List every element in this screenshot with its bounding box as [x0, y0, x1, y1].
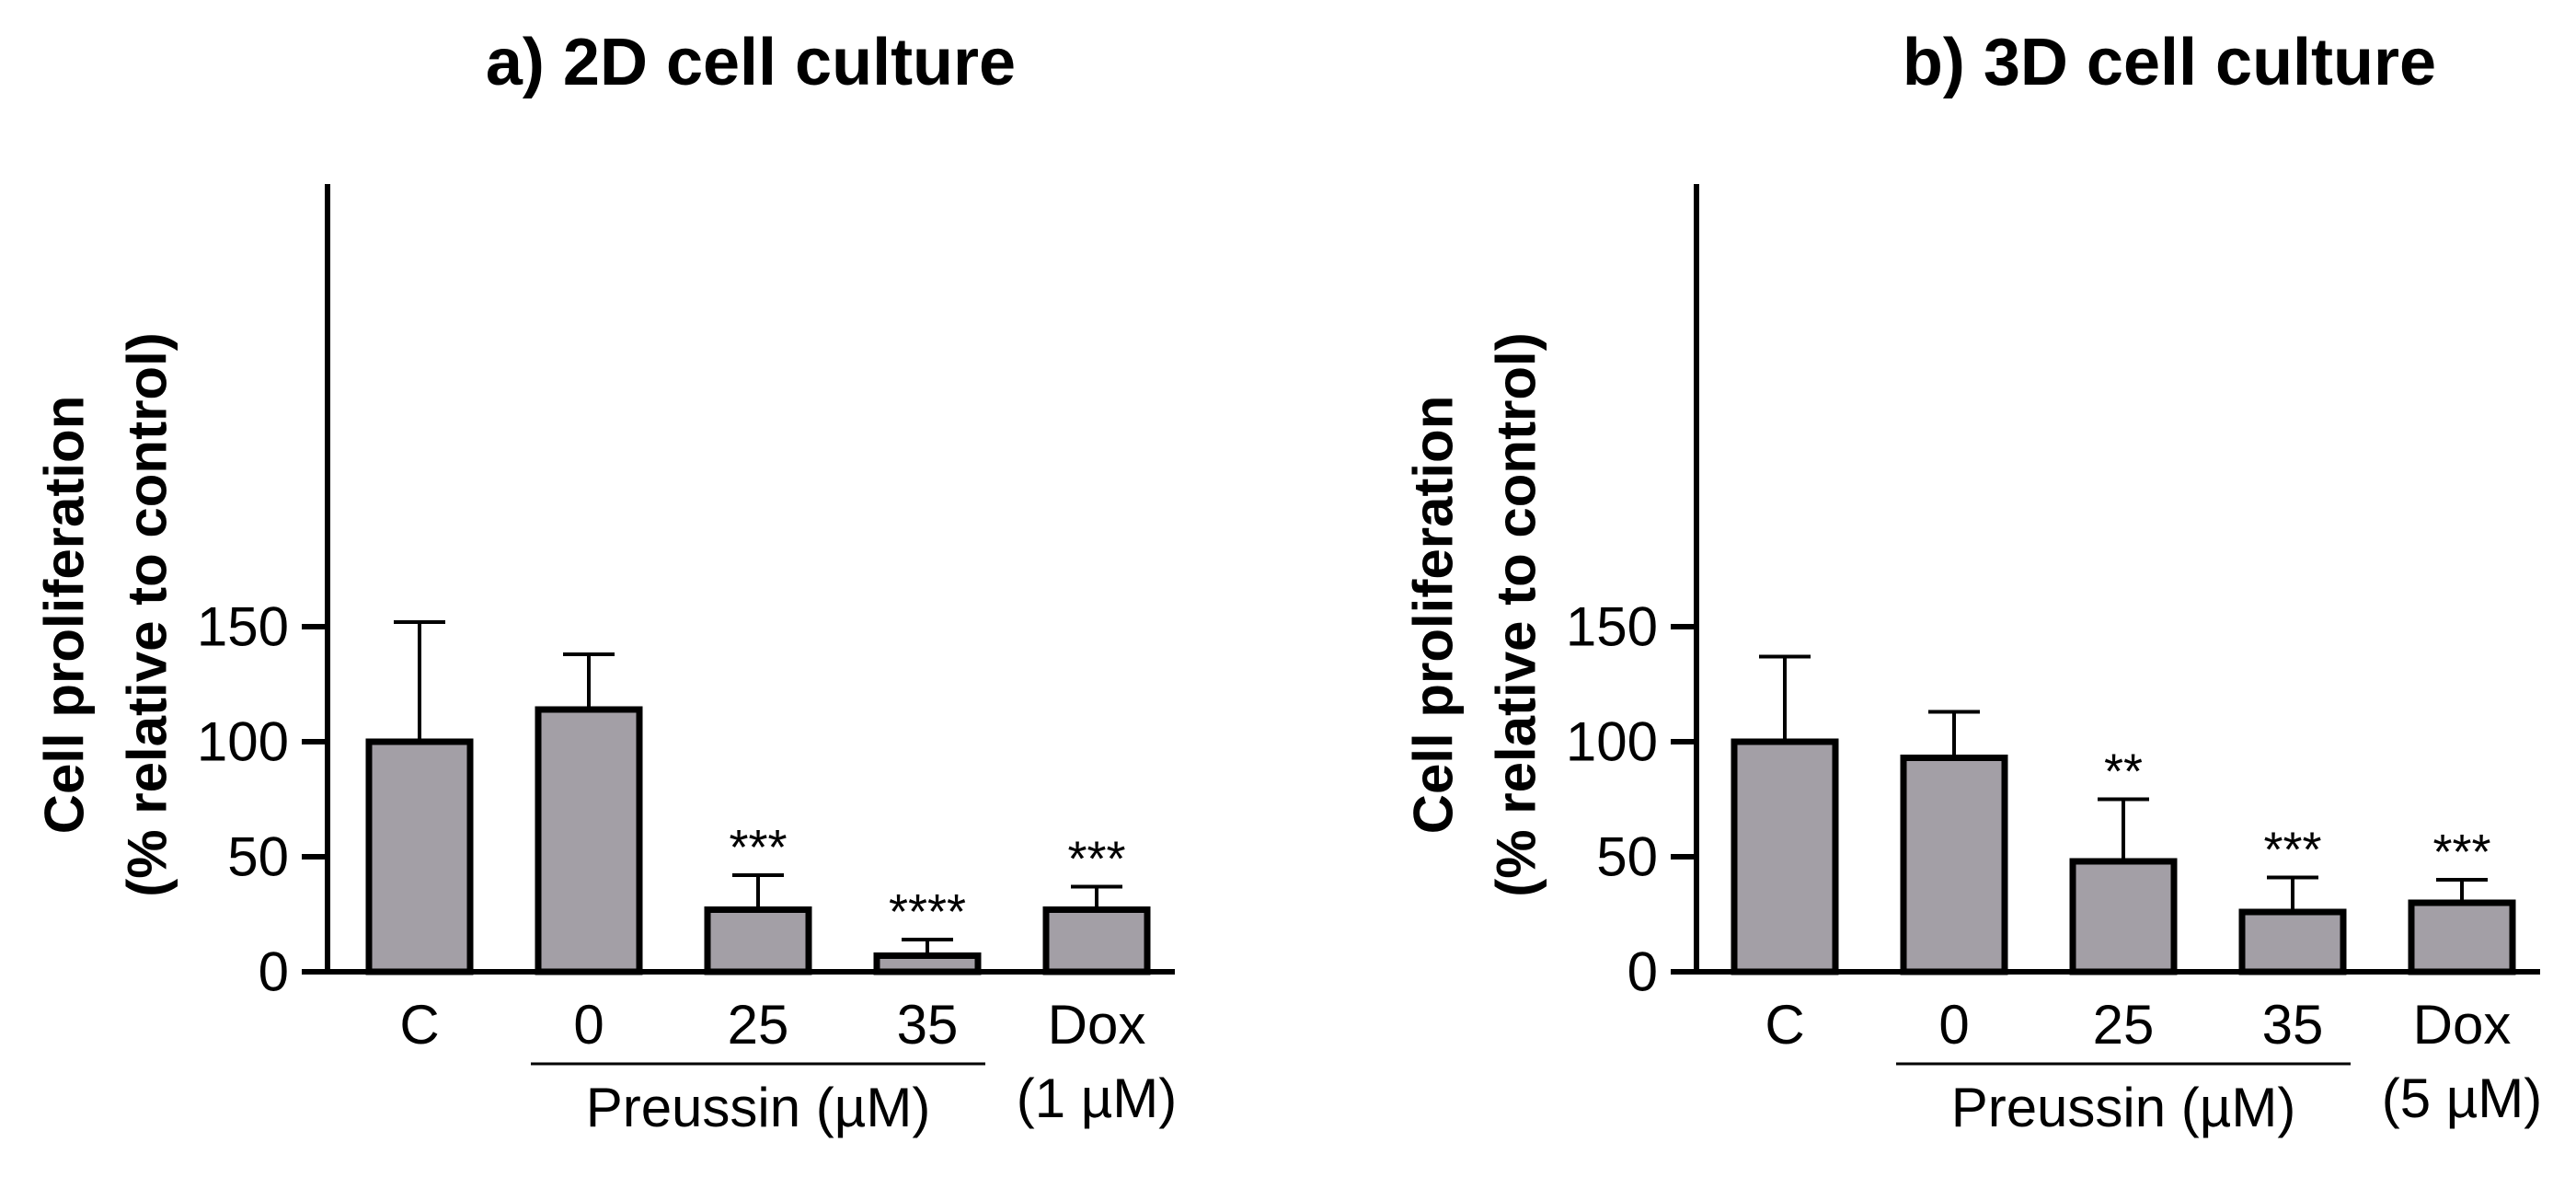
significance-label: ** [2104, 744, 2143, 800]
category-sublabel: (1 µM) [1017, 1067, 1178, 1129]
bar [1042, 906, 1151, 975]
y-tick-label: 100 [197, 711, 289, 773]
category-label: 25 [2093, 994, 2155, 1056]
y-tick-label: 50 [1596, 826, 1658, 888]
y-tick-label: 150 [1566, 596, 1658, 658]
category-label: 0 [573, 994, 604, 1056]
bar [704, 906, 812, 975]
category-label: 35 [2262, 994, 2324, 1056]
bar [365, 738, 474, 975]
y-tick-label: 0 [1627, 941, 1658, 1003]
y-tick-label: 0 [259, 941, 289, 1003]
significance-label: *** [1067, 832, 1125, 887]
panel-title: b) 3D cell culture [1903, 26, 2436, 99]
bar [2069, 858, 2178, 975]
bar [2238, 908, 2347, 975]
significance-label: *** [2432, 825, 2490, 880]
significance-label: **** [889, 884, 966, 940]
y-tick-label: 100 [1566, 711, 1658, 773]
category-label: 35 [897, 994, 959, 1056]
category-label: C [399, 994, 439, 1056]
bar [1900, 755, 2008, 975]
group-bracket-label: Preussin (µM) [1951, 1077, 2296, 1138]
bar [2408, 899, 2516, 975]
bar [535, 706, 643, 975]
bar [1731, 738, 1839, 975]
category-label: 0 [1938, 994, 1969, 1056]
category-label: C [1765, 994, 1804, 1056]
category-label: Dox [2413, 994, 2512, 1056]
category-label: 25 [728, 994, 789, 1056]
category-sublabel: (5 µM) [2382, 1067, 2543, 1129]
panel-3d-culture: b) 3D cell culture Cell proliferation (% r… [1403, 26, 2543, 1138]
y-tick-label: 150 [197, 596, 289, 658]
y-axis-label-line2: (% relative to control) [117, 332, 178, 896]
panel-2d-culture: a) 2D cell culture Cell proliferation (% r… [34, 26, 1178, 1138]
category-label: Dox [1048, 994, 1146, 1056]
y-axis-label-line1: Cell proliferation [34, 396, 96, 835]
y-tick-label: 50 [227, 826, 289, 888]
significance-label: *** [729, 820, 787, 875]
group-bracket-label: Preussin (µM) [586, 1077, 931, 1138]
panel-title: a) 2D cell culture [486, 26, 1016, 99]
y-axis-label-line2: (% relative to control) [1486, 332, 1547, 896]
significance-label: *** [2263, 823, 2321, 878]
y-axis-label-line1: Cell proliferation [1403, 396, 1465, 835]
